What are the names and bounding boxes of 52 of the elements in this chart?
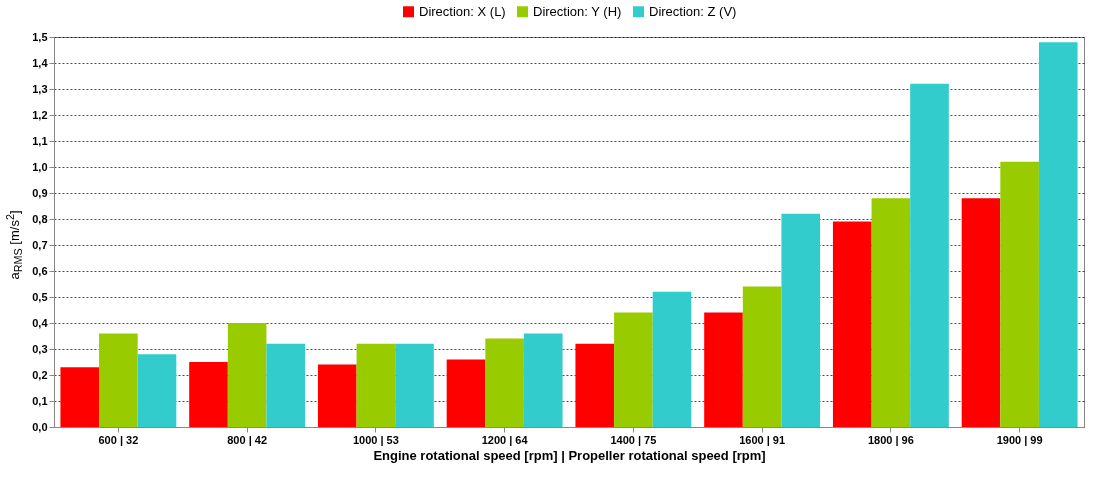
y-tick-label: 1,5 <box>32 30 48 43</box>
y-tick-label: 1,4 <box>32 56 49 69</box>
bar <box>485 338 524 427</box>
bar <box>227 323 267 427</box>
bar <box>871 198 911 427</box>
x-axis-title: Engine rotational speed [rpm] | Propeller rotational speed [rpm] <box>373 447 766 463</box>
y-tick-label: 0,5 <box>32 290 48 303</box>
x-tick-label: 1600 | 91 <box>739 433 786 446</box>
y-tick-label: 0,9 <box>32 186 48 199</box>
bar <box>395 343 434 427</box>
x-tick-label: 1200 | 64 <box>481 433 529 446</box>
y-tick-label: 1,3 <box>32 82 48 95</box>
bar <box>652 291 692 427</box>
bar <box>781 213 821 427</box>
y-tick-label: 0,6 <box>32 264 48 277</box>
bar <box>137 354 177 427</box>
x-tick-label: 1400 | 75 <box>610 433 657 446</box>
x-tick-label: 1900 | 99 <box>996 433 1043 446</box>
y-tick-label: 1,0 <box>32 160 48 173</box>
y-tick-label: 0,4 <box>32 316 49 329</box>
y-tick-label: 0,0 <box>32 420 48 433</box>
bar <box>99 333 138 427</box>
bar <box>961 198 1001 427</box>
bar <box>266 343 306 427</box>
bar <box>523 333 563 427</box>
bar <box>575 343 615 427</box>
bar <box>742 286 782 427</box>
bar <box>614 312 653 427</box>
bar <box>189 362 228 427</box>
bar <box>60 367 100 427</box>
y-tick-label: 0,8 <box>32 212 48 225</box>
x-tick-label: 1800 | 96 <box>867 433 914 446</box>
x-tick-label: 800 | 42 <box>227 433 268 446</box>
bar <box>832 221 872 427</box>
legend-label: Direction: X (L) <box>419 3 506 19</box>
y-tick-label: 0,2 <box>32 368 48 381</box>
bar <box>910 83 949 427</box>
y-tick-label: 1,1 <box>32 134 48 147</box>
y-tick-label: 1,2 <box>32 108 48 121</box>
bar <box>446 359 486 427</box>
y-tick-label: 0,1 <box>32 394 48 407</box>
x-tick-label: 1000 | 53 <box>352 433 399 446</box>
legend-label: Direction: Y (H) <box>533 3 622 19</box>
y-tick-label: 0,7 <box>32 238 48 251</box>
y-tick-label: 0,3 <box>32 342 48 355</box>
bar <box>1038 42 1078 427</box>
bar <box>1000 161 1039 427</box>
x-tick-label: 600 | 32 <box>98 433 139 446</box>
bar <box>704 312 743 427</box>
legend-label: Direction: Z (V) <box>649 3 737 19</box>
bar <box>356 343 396 427</box>
bar <box>317 364 357 427</box>
